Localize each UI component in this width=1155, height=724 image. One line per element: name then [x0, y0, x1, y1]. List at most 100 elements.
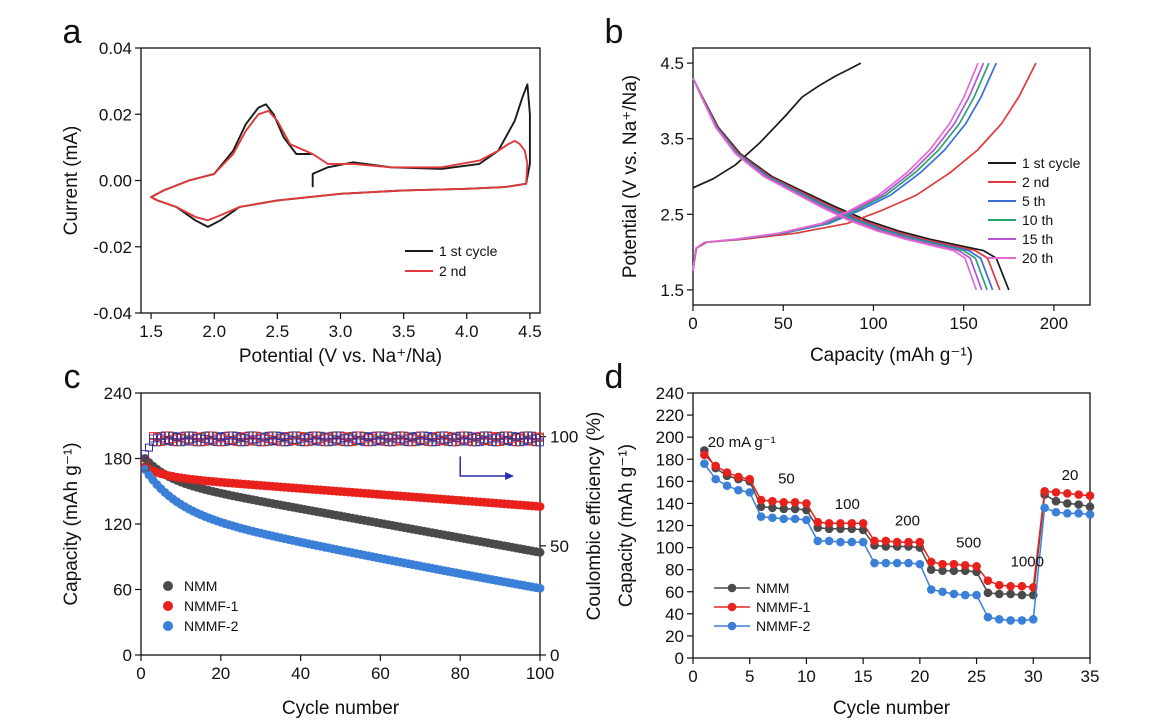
panel-c-ce-point — [224, 437, 233, 446]
panel-d-nmmf-2-point — [824, 536, 834, 546]
panel-c-ce-point — [212, 438, 221, 447]
panel-c-ce-point — [180, 437, 189, 446]
panel-b-xtick-label: 150 — [949, 314, 977, 333]
panel-c-ce-point — [153, 438, 161, 447]
panel-c-ce-point — [268, 436, 277, 445]
panel-c-ce-point — [160, 435, 169, 444]
panel-d-nmmf-1-point — [847, 518, 857, 528]
panel-d-ytick-label: 220 — [656, 406, 684, 425]
panel-c-ce-point — [184, 436, 193, 445]
panel-d-nmmf-1-point — [904, 537, 913, 547]
panel-d-nmmf-2-point — [745, 488, 755, 497]
panel-d-xtick-label: 20 — [910, 667, 929, 686]
panel-d-xtick-label: 30 — [1024, 667, 1043, 686]
panel-c-ce-point — [340, 434, 349, 443]
panel-b-legend-label: 15 th — [1022, 231, 1053, 247]
panel-c-legend-marker — [163, 581, 173, 591]
panel-d-nmmf-2-point — [949, 589, 959, 599]
panel-c-ce-point — [408, 433, 417, 442]
panel-c-legend-marker — [163, 621, 173, 631]
panel-c-ce-point — [380, 437, 389, 446]
panel-d-nmmf-2-point — [847, 537, 857, 547]
panel-d: d 0 5 10 15 20 25 30 35 0 20 40 60 80 100 120 140 160 180 2… — [605, 358, 1100, 719]
panel-d-nmmf-1-point — [960, 560, 970, 570]
panel-d-nmmf-2-point — [711, 474, 720, 484]
panel-c-ce-point — [248, 436, 257, 445]
panel-c-ce-point — [236, 433, 245, 442]
panel-c-ce-point — [460, 436, 469, 445]
panel-d-nmmf-2-point — [983, 612, 993, 622]
panel-c-ce-point — [500, 435, 509, 444]
panel-c-legend-label: NMMF-1 — [184, 598, 239, 614]
panel-c-ce-point — [504, 436, 513, 445]
panel-d-legend-label: NMM — [756, 580, 789, 596]
panel-c-ce-point — [428, 438, 437, 447]
panel-a-ytick-label: -0.04 — [93, 304, 132, 323]
panel-c-ce-point — [232, 431, 241, 440]
panel-d-legend-label: NMMF-2 — [756, 618, 811, 634]
panel-d-nmmf-2-point — [700, 459, 709, 468]
panel-c-ce-point — [456, 431, 465, 440]
panel-c-ce-point — [141, 450, 149, 459]
panel-c-ce-point — [508, 437, 517, 446]
panel-c-ce-point — [328, 437, 337, 446]
panel-d-nmmf-2-point — [1040, 503, 1049, 513]
panel-d-legend-marker — [727, 583, 737, 593]
panel-d-nmmf-1-point — [972, 562, 981, 571]
panel-c-ce-point — [432, 438, 441, 447]
panel-d-legend-marker — [727, 621, 737, 631]
panel-d-nmmf-2-point — [813, 536, 823, 546]
panel-c-ce-point — [520, 437, 528, 446]
panel-a-xtick-label: 2.5 — [266, 322, 290, 341]
panel-c-legend-marker — [163, 601, 173, 611]
panel-b-frame — [692, 47, 1091, 306]
panel-b-discharge-curve — [692, 77, 983, 291]
panel-c-ce-point — [145, 443, 153, 452]
panel-c-ce-point — [145, 443, 153, 452]
panel-b-legend-label: 5 th — [1022, 193, 1045, 209]
panel-c-ce-point — [516, 438, 524, 447]
panel-a-ylabel: Current (mA) — [61, 126, 82, 236]
panel-c-xtick-label: 40 — [291, 664, 310, 683]
panel-d-nmm-point — [790, 504, 800, 514]
panel-b-xtick-label: 200 — [1040, 314, 1068, 333]
panel-c-ce-point — [404, 438, 413, 447]
panel-a-series-cycle2-line — [150, 109, 529, 222]
panel-d-xtick-label: 10 — [797, 667, 816, 686]
panel-c-ce-point — [332, 431, 341, 440]
panel-d-nmmf-1-point — [779, 498, 789, 507]
panel-c-ce-point — [520, 431, 528, 440]
panel-b-xtick-label: 50 — [774, 314, 793, 333]
panel-b-discharge-curve — [692, 77, 978, 291]
panel-c-ce-point — [476, 437, 485, 446]
panel-c-ce-point — [312, 436, 321, 445]
panel-c-ce-point — [224, 431, 233, 440]
panel-a-xtick-label: 1.5 — [139, 322, 163, 341]
panel-c-xtick-label: 60 — [371, 664, 390, 683]
panel-d-nmm-point — [983, 588, 993, 598]
panel-d-nmmf-2-point — [790, 514, 800, 524]
panel-c-label: c — [64, 358, 81, 396]
panel-c-ce-point — [436, 435, 445, 444]
panel-c-ce-point — [488, 434, 497, 443]
panel-c-nmmf-2-point — [535, 583, 545, 593]
panel-c-ce-point — [196, 432, 205, 441]
panel-c-ytick-label: 180 — [104, 450, 132, 469]
panel-d-ytick-label: 120 — [656, 517, 684, 536]
panel-b-xtick-label: 100 — [859, 314, 887, 333]
panel-c-ce-point — [428, 433, 437, 442]
panel-d-nmmf-2-point — [858, 537, 868, 547]
panel-d-xtick-label: 0 — [688, 667, 697, 686]
panel-c-ce-point — [536, 432, 544, 441]
panel-c-ce-point — [536, 438, 544, 447]
panel-c-ce-point — [180, 431, 189, 440]
panel-c-ce-point — [416, 437, 425, 445]
panel-c-ce-point — [532, 433, 540, 442]
panel-c-ytick-label: 120 — [104, 515, 132, 534]
panel-d-nmmf-2-point — [1063, 509, 1072, 518]
panel-d-ytick-label: 180 — [656, 450, 684, 469]
panel-c-ce-point — [512, 438, 521, 447]
panel-c-ce-point — [141, 456, 149, 465]
panel-d-nmmf-1-point — [949, 559, 959, 569]
panel-d-ytick-label: 240 — [656, 384, 684, 403]
